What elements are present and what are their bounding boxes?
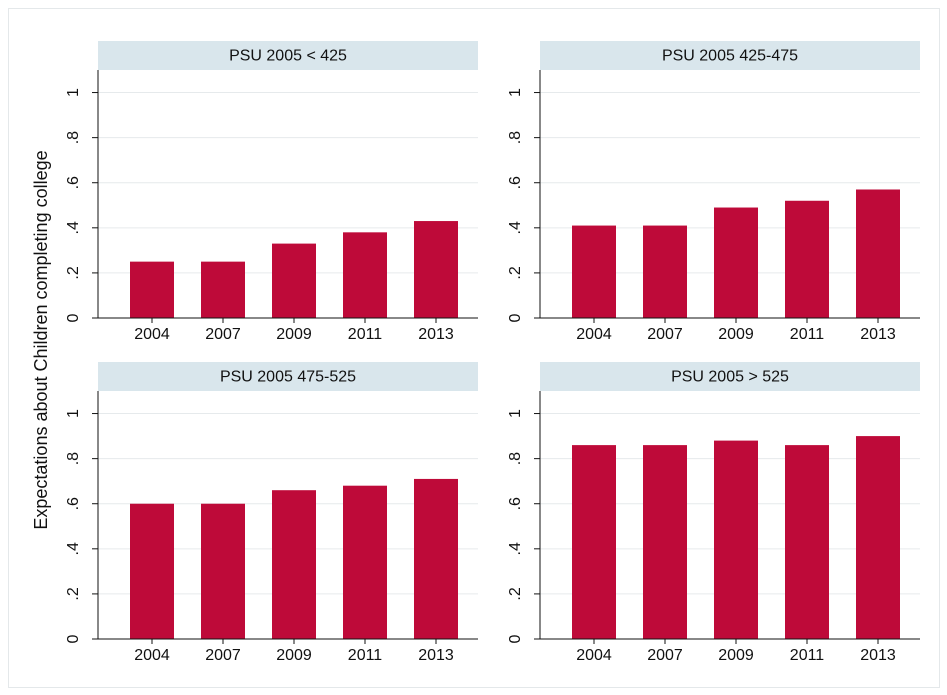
y-tick-label: .4 xyxy=(507,221,524,234)
bar xyxy=(272,243,316,318)
bar xyxy=(856,436,900,639)
y-tick-label: .2 xyxy=(507,266,524,279)
x-tick-label: 2009 xyxy=(276,647,312,664)
bar xyxy=(130,503,174,639)
y-tick-label: .8 xyxy=(507,452,524,465)
bar xyxy=(856,189,900,318)
y-tick-label: .6 xyxy=(65,176,82,189)
x-tick-label: 2011 xyxy=(348,647,383,664)
y-tick-label: .8 xyxy=(65,131,82,144)
y-tick-label: .4 xyxy=(65,542,82,555)
bar xyxy=(201,261,245,318)
x-tick-label: 2013 xyxy=(860,647,896,664)
x-tick-label: 2009 xyxy=(718,326,754,343)
x-tick-label: 2007 xyxy=(205,647,241,664)
bar xyxy=(130,261,174,318)
x-tick-label: 2004 xyxy=(576,326,612,343)
x-tick-label: 2011 xyxy=(348,326,383,343)
y-tick-label: 0 xyxy=(507,634,524,643)
y-tick-label: 1 xyxy=(507,409,524,418)
bar xyxy=(785,200,829,318)
x-tick-label: 2011 xyxy=(790,647,825,664)
x-tick-label: 2009 xyxy=(718,647,754,664)
x-tick-label: 2013 xyxy=(860,326,896,343)
panel-header xyxy=(98,362,478,391)
bar xyxy=(643,445,687,639)
y-tick-label: 0 xyxy=(65,634,82,643)
y-tick-label: 1 xyxy=(507,88,524,97)
x-tick-label: 2011 xyxy=(790,326,825,343)
y-tick-label: .2 xyxy=(507,587,524,600)
x-tick-label: 2004 xyxy=(576,647,612,664)
bar xyxy=(643,225,687,318)
x-tick-label: 2007 xyxy=(647,647,683,664)
y-tick-label: .8 xyxy=(507,131,524,144)
y-tick-label: .4 xyxy=(65,221,82,234)
bar xyxy=(572,225,616,318)
x-tick-label: 2004 xyxy=(134,326,170,343)
bar xyxy=(785,445,829,639)
bar xyxy=(201,503,245,639)
y-tick-label: .6 xyxy=(65,497,82,510)
x-tick-label: 2004 xyxy=(134,647,170,664)
bar xyxy=(343,485,387,639)
panel-title: PSU 2005 < 425 xyxy=(229,48,347,65)
panel-header xyxy=(98,41,478,70)
y-tick-label: 0 xyxy=(65,313,82,322)
y-tick-label: .2 xyxy=(65,266,82,279)
y-tick-label: .4 xyxy=(507,542,524,555)
bar xyxy=(714,207,758,318)
x-tick-label: 2007 xyxy=(647,326,683,343)
y-tick-label: .6 xyxy=(507,497,524,510)
x-tick-label: 2013 xyxy=(418,647,454,664)
bar xyxy=(572,445,616,639)
y-tick-label: .8 xyxy=(65,452,82,465)
panel-title: PSU 2005 475-525 xyxy=(220,369,356,386)
panel-title: PSU 2005 > 525 xyxy=(671,369,789,386)
y-tick-label: 1 xyxy=(65,409,82,418)
panel-title: PSU 2005 425-475 xyxy=(662,48,798,65)
bar xyxy=(343,232,387,318)
x-tick-label: 2009 xyxy=(276,326,312,343)
x-tick-label: 2007 xyxy=(205,326,241,343)
y-tick-label: .2 xyxy=(65,587,82,600)
y-axis-label: Expectations about Children completing c… xyxy=(31,150,51,529)
bar xyxy=(272,490,316,639)
panel-header xyxy=(540,362,920,391)
y-tick-label: 1 xyxy=(65,88,82,97)
x-tick-label: 2013 xyxy=(418,326,454,343)
bar xyxy=(714,440,758,639)
y-tick-label: 0 xyxy=(507,313,524,322)
bar xyxy=(414,221,458,318)
bar xyxy=(414,478,458,639)
panel-header xyxy=(540,41,920,70)
y-tick-label: .6 xyxy=(507,176,524,189)
